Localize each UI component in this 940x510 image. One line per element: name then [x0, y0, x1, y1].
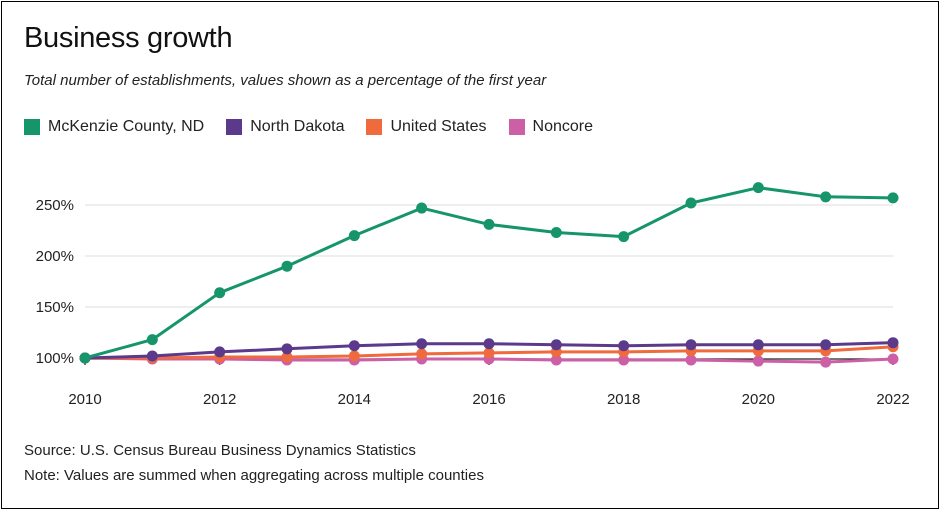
chart-title: Business growth [24, 22, 233, 54]
data-point [752, 355, 764, 367]
x-tick-label: 2016 [472, 391, 505, 408]
data-point [618, 354, 630, 366]
data-point [820, 191, 832, 203]
x-tick-label: 2012 [203, 391, 236, 408]
data-point [281, 351, 293, 363]
y-tick-label: 150% [36, 299, 74, 316]
legend-label: United States [390, 118, 487, 135]
x-tick-label: 2022 [876, 391, 909, 408]
data-point [550, 227, 562, 239]
data-point [214, 346, 226, 358]
data-point [820, 339, 832, 351]
data-point [887, 337, 899, 349]
y-tick-label: 200% [36, 248, 74, 265]
legend-label: McKenzie County, ND [48, 118, 205, 135]
data-point [348, 230, 360, 242]
x-tick-label: 2010 [68, 391, 101, 408]
data-point [146, 350, 158, 362]
data-point [685, 354, 697, 366]
data-point [618, 231, 630, 243]
legend-item-north-dakota: North Dakota [226, 118, 344, 136]
legend-item-noncore: Noncore [508, 118, 594, 136]
x-tick-label: 2014 [338, 391, 371, 408]
data-point [214, 287, 226, 299]
legend-swatch [366, 119, 383, 135]
data-point [416, 338, 428, 350]
data-point [483, 218, 495, 230]
data-point [483, 347, 495, 359]
legend-swatch [226, 119, 243, 135]
legend-item-mckenzie: McKenzie County, ND [24, 118, 204, 136]
data-point [281, 260, 293, 272]
source-note: Source: U.S. Census Bureau Business Dyna… [24, 442, 416, 459]
data-point [752, 182, 764, 194]
data-point [550, 354, 562, 366]
legend: McKenzie County, ND North Dakota United … [24, 118, 615, 136]
methodology-note: Note: Values are summed when aggregating… [24, 467, 484, 484]
data-point [887, 192, 899, 204]
data-point [416, 348, 428, 360]
data-point [685, 197, 697, 209]
data-point [820, 356, 832, 368]
data-point [550, 339, 562, 351]
legend-item-united-states: United States [366, 118, 487, 136]
data-point [146, 334, 158, 346]
legend-swatch [24, 119, 40, 135]
x-tick-label: 2020 [742, 391, 775, 408]
data-point [483, 338, 495, 350]
data-point [887, 353, 899, 365]
data-point [752, 339, 764, 351]
legend-label: Noncore [532, 118, 594, 135]
y-tick-label: 250% [36, 197, 74, 214]
data-point [348, 350, 360, 362]
legend-label: North Dakota [250, 118, 345, 135]
x-tick-label: 2018 [607, 391, 640, 408]
legend-swatch [508, 119, 525, 135]
data-point [618, 340, 630, 352]
series-line [83, 186, 895, 360]
data-point [348, 340, 360, 352]
chart-subtitle: Total number of establishments, values s… [24, 72, 547, 89]
data-point [79, 352, 91, 364]
data-point [685, 339, 697, 351]
data-point [281, 343, 293, 355]
y-tick-label: 100% [36, 350, 74, 367]
data-point [416, 202, 428, 214]
